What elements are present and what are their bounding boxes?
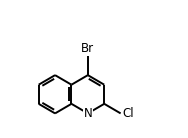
Text: Cl: Cl <box>122 107 134 120</box>
Text: N: N <box>83 107 92 120</box>
Text: Br: Br <box>81 42 94 55</box>
